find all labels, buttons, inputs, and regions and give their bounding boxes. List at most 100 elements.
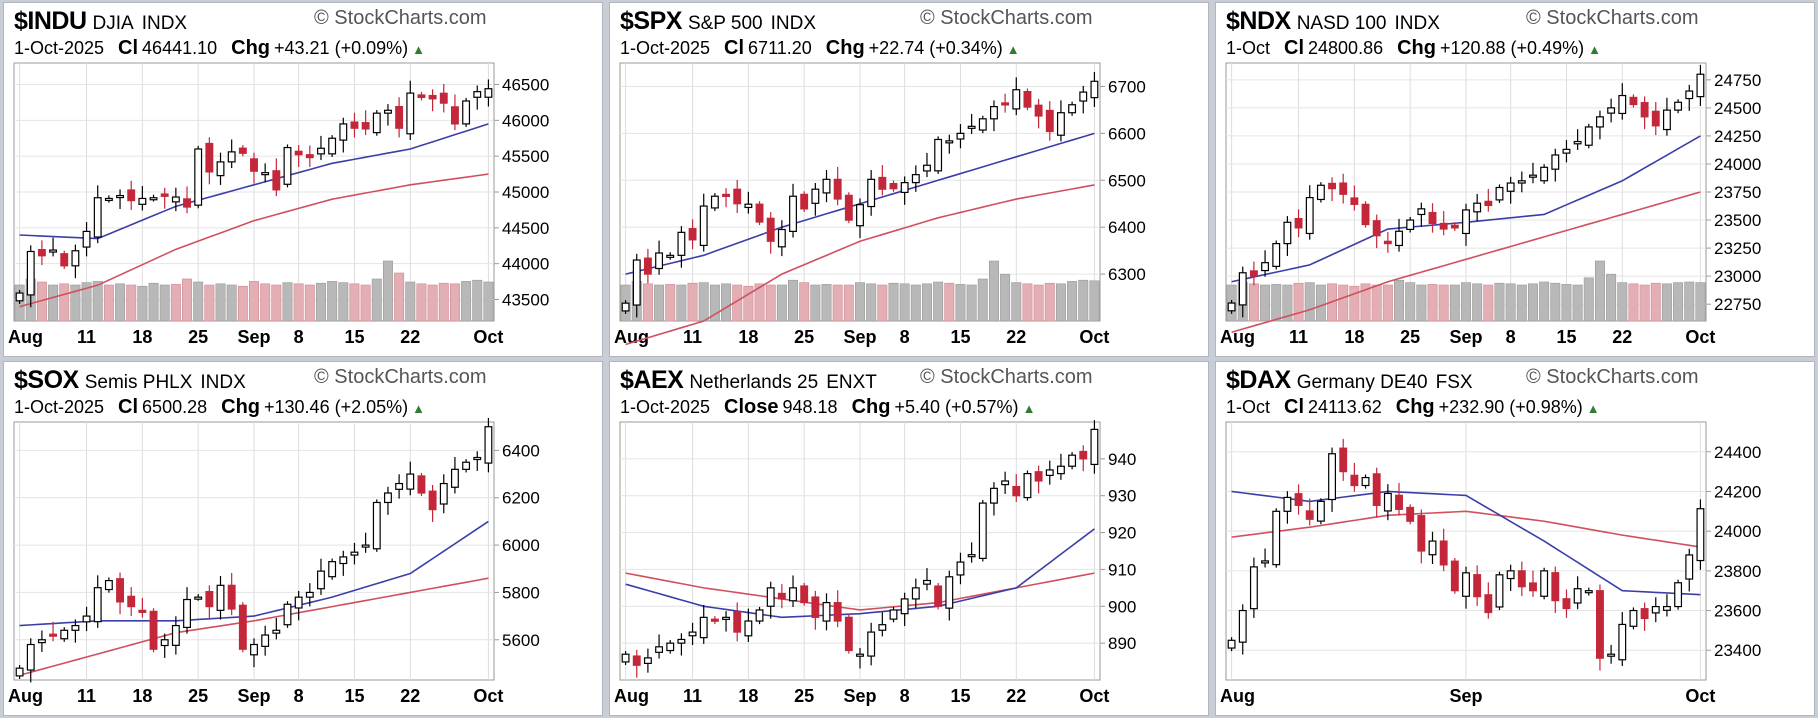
- candle: [867, 631, 876, 657]
- candle: [1350, 197, 1359, 205]
- exchange: INDX: [770, 13, 816, 34]
- close-value: 24800.86: [1308, 38, 1384, 58]
- candle: [450, 106, 459, 125]
- volume-bar: [1427, 284, 1438, 322]
- y-tick-label: 24400: [1714, 443, 1761, 462]
- candle: [450, 468, 459, 488]
- volume-bar: [1282, 284, 1293, 322]
- candle: [1428, 211, 1437, 225]
- y-tick-label: 5800: [502, 583, 540, 602]
- candle: [967, 554, 976, 558]
- volume-bar: [1360, 283, 1371, 322]
- index-name: NASD 100: [1296, 13, 1387, 34]
- candle: [1607, 107, 1616, 114]
- chart-panel-spx[interactable]: $SPX S&P 500 INDX © StockCharts.com 1-Oct-…: [609, 2, 1209, 357]
- candle: [1439, 222, 1448, 230]
- x-tick-label: 15: [950, 327, 970, 347]
- x-tick-label: Aug: [8, 327, 43, 347]
- candle: [1484, 594, 1493, 614]
- volume-bar: [866, 283, 877, 322]
- volume-bar: [1606, 273, 1617, 322]
- volume-bar: [92, 281, 103, 322]
- candle: [1383, 240, 1392, 245]
- candle: [82, 230, 91, 248]
- volume-bar: [955, 284, 966, 322]
- y-tick-label: 43500: [502, 291, 549, 310]
- candle: [183, 598, 191, 629]
- chart-panel-indu[interactable]: $INDU DJIA INDX © StockCharts.com 1-Oct-20…: [3, 2, 603, 357]
- y-tick-label: 940: [1108, 450, 1136, 469]
- candle: [844, 616, 853, 652]
- candle: [1395, 230, 1403, 247]
- volume-bar: [1527, 283, 1538, 322]
- x-tick-label: Sep: [1449, 686, 1482, 706]
- candle: [900, 598, 909, 615]
- candle: [250, 158, 258, 172]
- chart-panel-sox[interactable]: $SOX Semis PHLX INDX © StockCharts.com 1-O…: [3, 361, 603, 716]
- volume-bar: [1271, 284, 1282, 322]
- x-tick-label: 15: [344, 686, 364, 706]
- candle: [1450, 224, 1459, 229]
- volume-bar: [977, 278, 988, 322]
- volume-bar: [642, 283, 653, 322]
- candle: [361, 544, 370, 548]
- candle: [26, 250, 35, 296]
- candle: [621, 302, 630, 312]
- candle: [462, 461, 471, 470]
- candle: [1328, 453, 1336, 501]
- volume-bar: [709, 284, 720, 322]
- y-tick-label: 23250: [1714, 239, 1761, 258]
- candle: [800, 193, 809, 210]
- candle: [328, 561, 337, 578]
- candle: [238, 147, 247, 154]
- x-tick-label: Aug: [1220, 686, 1255, 706]
- candle: [811, 188, 820, 204]
- x-tick-label: 8: [294, 327, 304, 347]
- candle: [227, 151, 236, 163]
- candle: [138, 609, 147, 613]
- y-tick-label: 6400: [1108, 218, 1146, 237]
- candle: [171, 196, 180, 203]
- x-tick-label: 25: [794, 686, 814, 706]
- x-tick-label: 15: [344, 327, 364, 347]
- candle: [473, 91, 482, 98]
- candle: [699, 205, 708, 247]
- volume-bar: [483, 281, 494, 322]
- candle: [967, 125, 976, 129]
- symbol: $DAX: [1226, 366, 1291, 394]
- candle: [71, 250, 80, 267]
- candle: [643, 257, 652, 275]
- price-chart: Aug 11 18 25 Sep 8 15 22 Oct 22750 23000 23250 23500…: [1220, 62, 1761, 347]
- candle: [1023, 472, 1032, 499]
- x-tick-label: 18: [1344, 327, 1364, 347]
- candle: [1439, 540, 1448, 566]
- candle: [1068, 454, 1077, 467]
- volume-bar: [438, 282, 449, 322]
- x-tick-label: Aug: [614, 327, 649, 347]
- candle: [462, 100, 471, 125]
- chart-panel-ndx[interactable]: $NDX NASD 100 INDX © StockCharts.com 1-Oct…: [1215, 2, 1815, 357]
- x-tick-label: 22: [1612, 327, 1632, 347]
- volume-bar: [921, 283, 932, 322]
- candle: [1339, 182, 1348, 195]
- candle: [822, 602, 831, 622]
- volume-bar: [1349, 285, 1360, 322]
- candle: [1372, 473, 1381, 506]
- chart-panel-aex[interactable]: $AEX Netherlands 25 ENXT © StockCharts.com…: [609, 361, 1209, 716]
- candle: [1238, 609, 1247, 643]
- candle: [1283, 496, 1292, 512]
- volume-bar: [1617, 282, 1628, 322]
- y-tick-label: 5600: [502, 631, 540, 650]
- candle: [1662, 109, 1671, 131]
- volume-bar: [271, 284, 282, 322]
- x-tick-label: 11: [77, 686, 96, 706]
- candle: [261, 634, 270, 647]
- y-tick-label: 24250: [1714, 127, 1761, 146]
- volume-bar: [1394, 279, 1405, 322]
- y-tick-label: 24500: [1714, 99, 1761, 118]
- volume-bar: [103, 284, 114, 322]
- volume-bar: [1000, 273, 1011, 322]
- x-tick-label: Aug: [1220, 327, 1255, 347]
- candle: [1249, 566, 1258, 610]
- chart-panel-dax[interactable]: $DAX Germany DE40 FSX © StockCharts.com 1-…: [1215, 361, 1815, 716]
